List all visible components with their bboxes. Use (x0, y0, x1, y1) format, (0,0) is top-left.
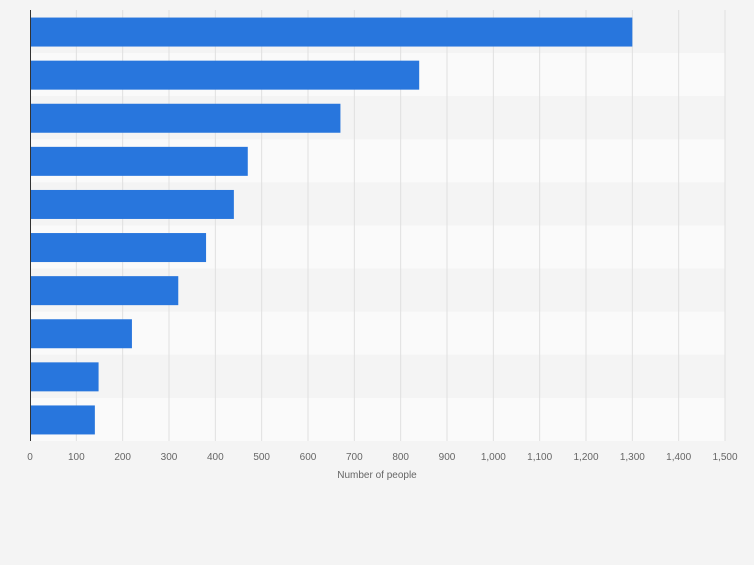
x-tick-label: 1,400 (666, 452, 691, 463)
bar (30, 17, 633, 47)
bar (30, 362, 99, 392)
x-tick-label: 1,100 (527, 452, 552, 463)
row-band (30, 397, 725, 441)
x-tick-label: 1,300 (620, 452, 645, 463)
bar (30, 276, 179, 306)
x-tick-labels: 0 100 200 300 400 500 600 700 800 900 1,000 1,100 1,… (27, 452, 738, 463)
x-axis-title: Number of people (337, 470, 417, 481)
bar (30, 103, 341, 133)
x-tick-label: 500 (253, 452, 270, 463)
bar (30, 319, 132, 349)
x-tick-label: 0 (27, 452, 33, 463)
bar (30, 233, 207, 263)
x-tick-label: 800 (392, 452, 409, 463)
bar (30, 60, 420, 90)
x-tick-label: 900 (439, 452, 456, 463)
x-tick-label: 1,000 (481, 452, 506, 463)
x-tick-label: 700 (346, 452, 363, 463)
bar (30, 405, 95, 435)
bar (30, 146, 248, 176)
x-tick-label: 100 (68, 452, 85, 463)
x-tick-label: 1,500 (712, 452, 737, 463)
x-tick-label: 400 (207, 452, 224, 463)
x-tick-label: 600 (300, 452, 317, 463)
row-band (30, 311, 725, 355)
x-tick-label: 300 (161, 452, 178, 463)
bars (30, 17, 633, 435)
row-band (30, 354, 725, 398)
x-tick-label: 1,200 (573, 452, 598, 463)
x-tick-label: 200 (114, 452, 131, 463)
bar (30, 189, 234, 219)
